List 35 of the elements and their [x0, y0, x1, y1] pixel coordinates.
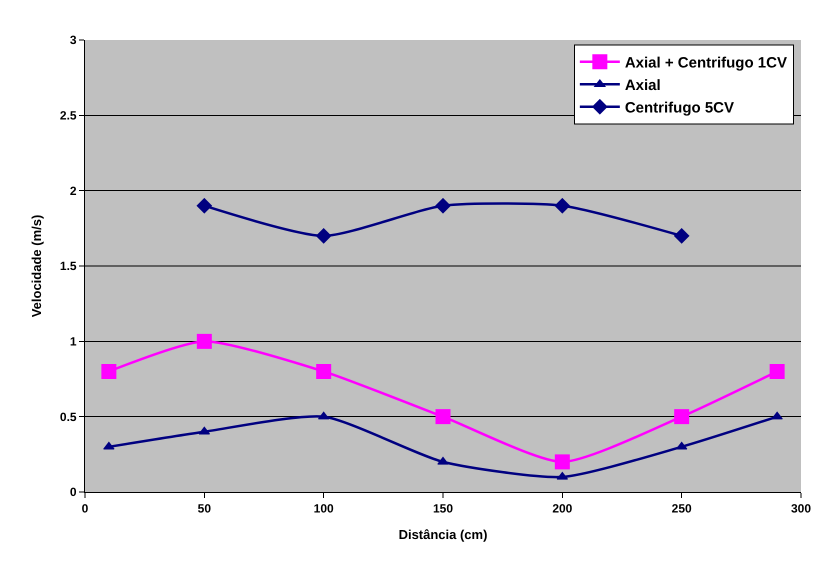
point [437, 456, 449, 465]
y-tick-label: 0.5 [60, 410, 77, 424]
y-tick-label: 2 [70, 184, 77, 198]
point [674, 409, 690, 424]
legend-label: Centrifugo 5CV [624, 100, 734, 117]
point [196, 198, 212, 214]
x-tick-label: 0 [82, 501, 89, 516]
point [770, 364, 785, 379]
point [103, 442, 115, 450]
point [316, 364, 332, 379]
point [316, 228, 332, 244]
legend-label: Axial + Centrifugo 1CV [624, 54, 787, 72]
point [676, 442, 688, 450]
point [554, 198, 570, 214]
x-axis-title: Distância (cm) [398, 527, 488, 542]
point [435, 198, 451, 214]
y-tick-label: 1.5 [60, 259, 77, 274]
point [674, 228, 690, 244]
point [101, 364, 116, 379]
x-tick-label: 300 [790, 501, 812, 516]
y-tick-label: 3 [70, 33, 77, 48]
y-axis-title: Velocidade (m/s) [28, 214, 44, 318]
y-tick-label: 0 [70, 485, 77, 500]
y-tick-label: 2.5 [60, 108, 77, 123]
x-tick-label: 50 [198, 501, 212, 516]
y-tick-label: 1 [70, 334, 77, 349]
point [436, 409, 450, 424]
legend-label: Axial [624, 77, 661, 94]
point [556, 472, 568, 480]
point [554, 454, 570, 470]
x-tick-label: 150 [432, 501, 454, 516]
x-tick-label: 200 [552, 501, 573, 516]
x-tick-label: 100 [314, 501, 334, 516]
point [196, 334, 212, 349]
x-tick-label: 250 [672, 501, 692, 516]
